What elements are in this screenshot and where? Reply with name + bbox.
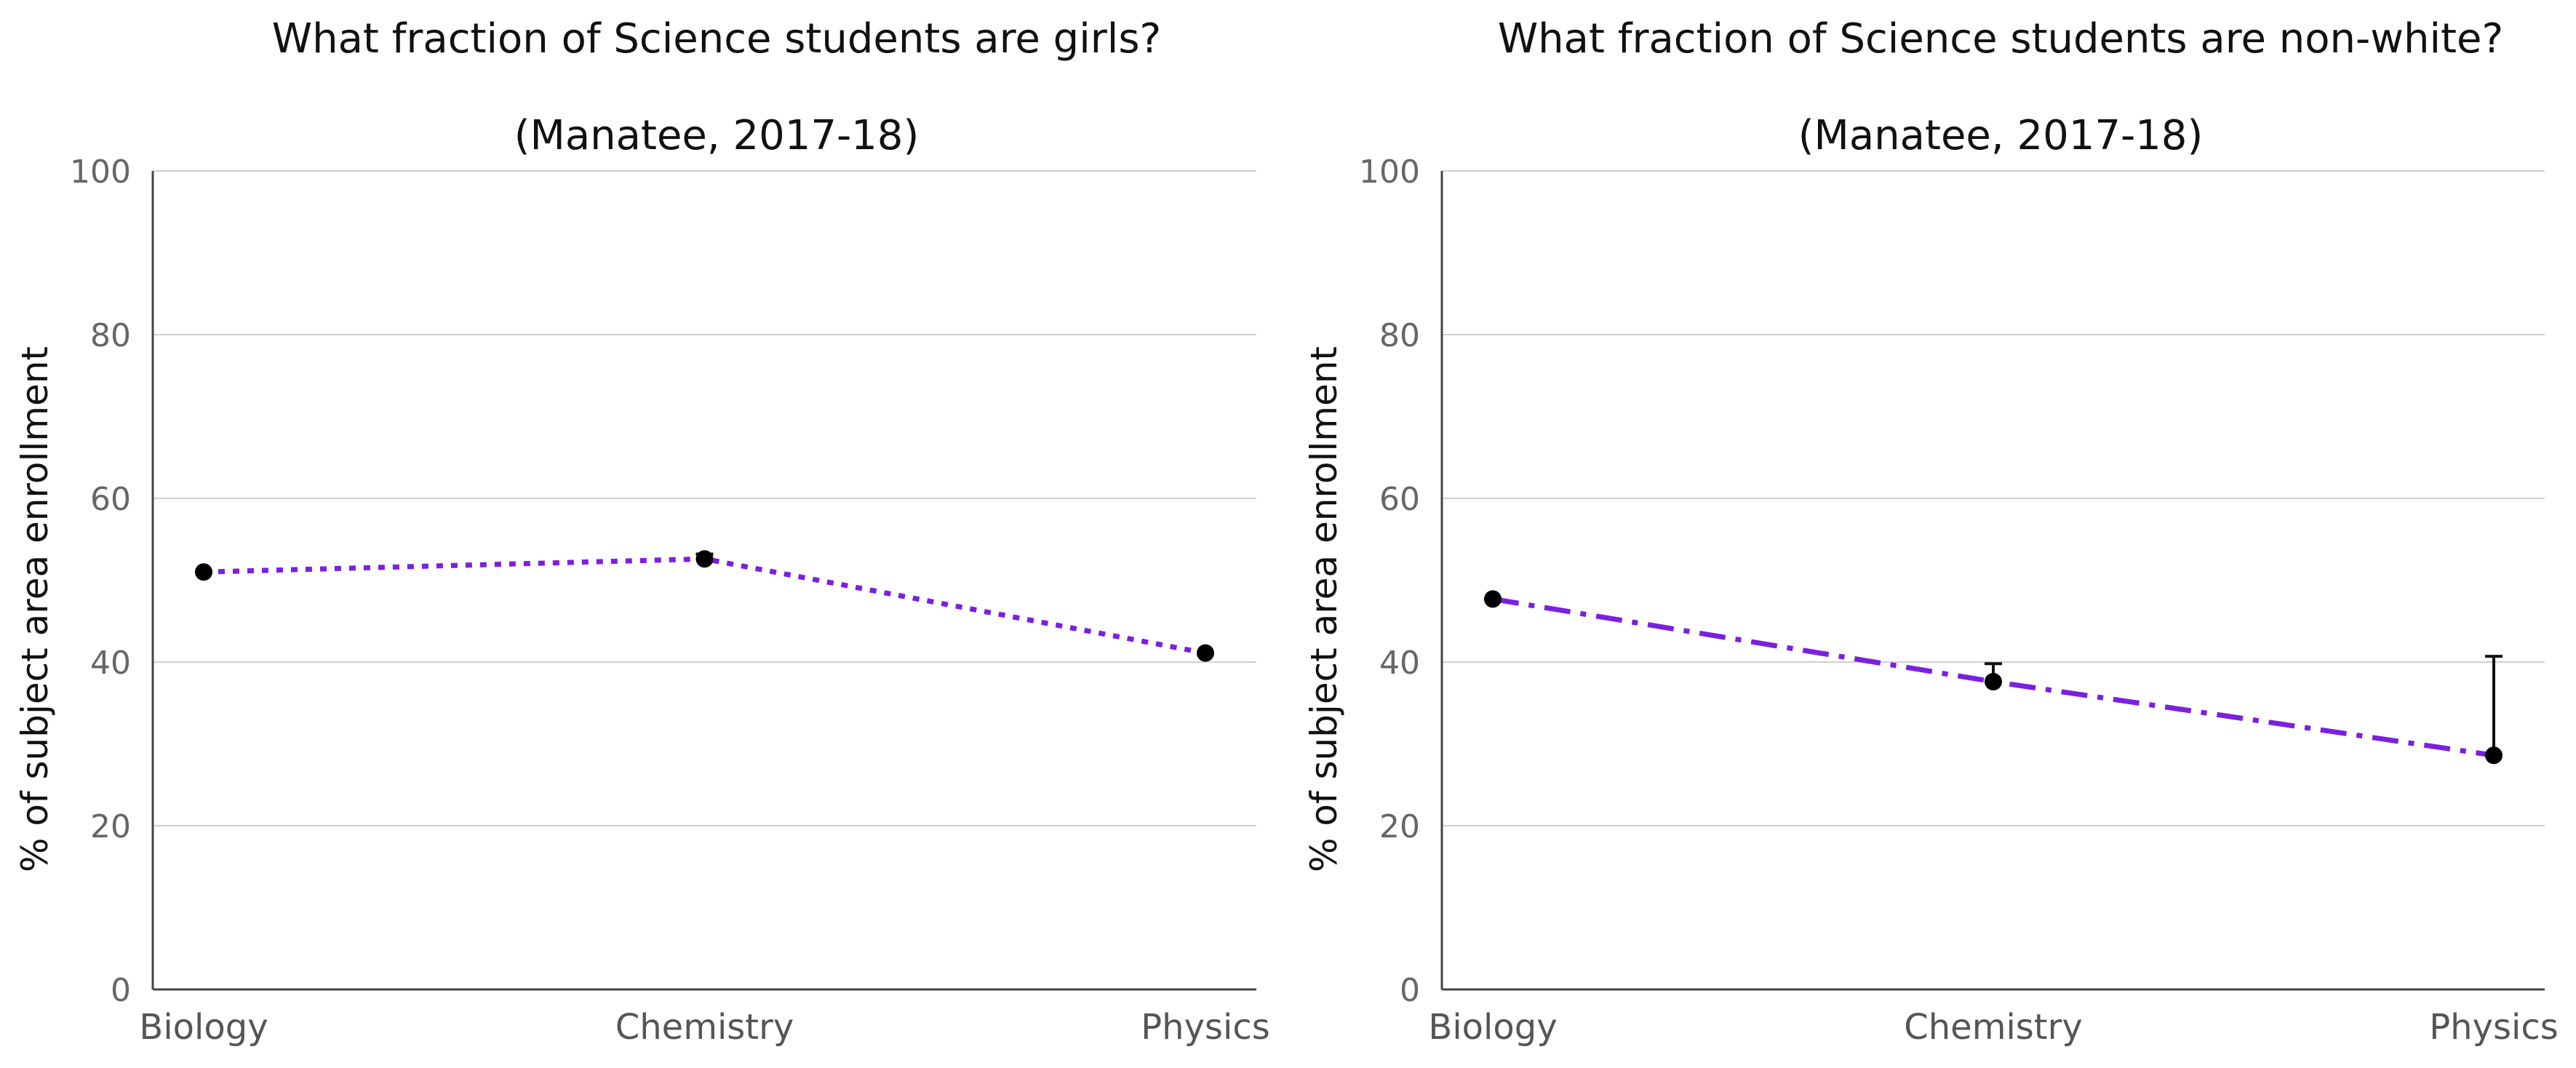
data-point [195, 563, 212, 581]
chart-subtitle: (Manatee, 2017-18) [1798, 112, 2204, 159]
chart-title: What fraction of Science students are no… [1498, 15, 2503, 63]
data-point [2485, 746, 2503, 765]
data-point [1484, 590, 1502, 608]
x-tick-label: Biology [1428, 1007, 1557, 1048]
y-axis-label: % of subject area enrollment [1303, 346, 1345, 872]
y-tick-label: 60 [1379, 481, 1420, 518]
chart-panel-2: What fraction of Science students are no… [1303, 15, 2559, 1048]
data-point [1985, 673, 2002, 690]
chart-title: What fraction of Science students are gi… [272, 15, 1162, 63]
y-tick-label: 40 [1379, 645, 1420, 682]
x-tick-label: Physics [1141, 1007, 1270, 1048]
chart-subtitle: (Manatee, 2017-18) [514, 112, 920, 159]
series-line [203, 556, 1206, 656]
y-tick-label: 100 [1359, 154, 1420, 191]
y-tick-label: 20 [90, 808, 131, 845]
y-tick-label: 0 [111, 972, 131, 1009]
y-tick-label: 80 [90, 317, 131, 354]
x-tick-label: Biology [139, 1007, 268, 1048]
y-tick-label: 100 [70, 154, 131, 191]
y-tick-label: 40 [90, 645, 131, 682]
series-line [1492, 596, 2495, 758]
data-point [1197, 644, 1214, 662]
y-tick-label: 20 [1379, 808, 1420, 845]
chart-panel-1: What fraction of Science students are gi… [14, 15, 1270, 1048]
y-tick-label: 0 [1400, 972, 1420, 1009]
x-tick-label: Chemistry [1904, 1007, 2083, 1048]
y-tick-label: 60 [90, 481, 131, 518]
y-tick-label: 80 [1379, 317, 1420, 354]
y-axis-label: % of subject area enrollment [14, 346, 56, 872]
x-tick-label: Chemistry [615, 1007, 794, 1048]
x-tick-label: Physics [2429, 1007, 2559, 1048]
data-point [695, 550, 714, 568]
